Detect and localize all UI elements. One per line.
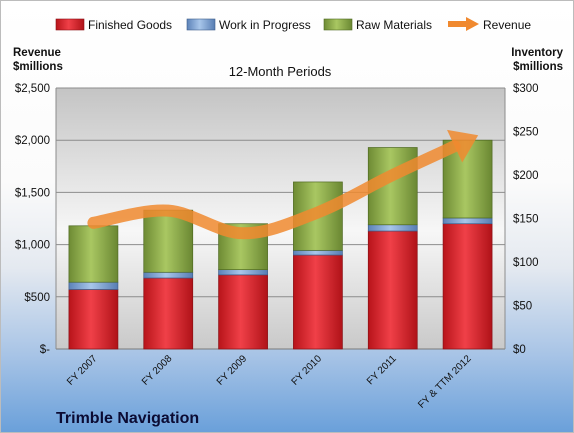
right-axis-ticks: $0 $50 $100 $150 $200 $250 $300 <box>513 83 539 356</box>
bar-work-in-progress <box>218 269 268 276</box>
left-tick-label: $500 <box>24 292 50 304</box>
right-tick-label: $200 <box>513 170 539 182</box>
legend-swatch-work-in-progress <box>186 18 216 31</box>
chart-subtitle: 12-Month Periods <box>229 64 332 79</box>
category-labels: FY 2007 FY 2008 FY 2009 FY 2010 FY 2011 FY & … <box>65 353 474 411</box>
legend-item-work-in-progress: Work in Progress <box>186 18 311 32</box>
revenue-line-group <box>87 129 479 240</box>
bar-finished-goods <box>293 254 343 350</box>
bar-work-in-progress <box>442 217 493 225</box>
category-label: FY 2009 <box>215 353 250 388</box>
category-label: FY & TTM 2012 <box>416 353 474 411</box>
right-tick-label: $300 <box>513 83 539 95</box>
legend: Finished Goods Work in Progress Raw Mate… <box>55 17 531 32</box>
revenue-arrowhead <box>447 129 479 163</box>
bar-work-in-progress <box>293 249 343 256</box>
legend-arrowhead-revenue <box>466 17 479 31</box>
left-axis-title-line1: Revenue <box>13 47 61 59</box>
left-axis-ticks: $- $500 $1,000 $1,500 $2,000 $2,500 <box>15 83 50 356</box>
bar-work-in-progress <box>143 271 194 279</box>
legend-item-revenue: Revenue <box>448 17 531 32</box>
left-tick-label: $2,000 <box>15 135 50 147</box>
left-tick-label: $1,000 <box>15 240 50 252</box>
left-tick-label: $2,500 <box>15 83 50 95</box>
bar-raw-materials <box>68 225 119 283</box>
category-label: FY 2011 <box>365 353 399 387</box>
left-tick-label: $- <box>40 344 50 356</box>
legend-item-raw-materials: Raw Materials <box>323 18 432 32</box>
bar-work-in-progress <box>367 224 418 232</box>
left-axis-title-line2: $millions <box>13 61 63 73</box>
right-axis-title-line2: $millions <box>513 61 563 73</box>
legend-swatch-finished-goods <box>55 18 85 31</box>
legend-item-finished-goods: Finished Goods <box>55 18 172 32</box>
company-name: Trimble Navigation <box>56 410 199 427</box>
bar-finished-goods <box>442 223 493 350</box>
right-tick-label: $150 <box>513 214 539 226</box>
category-label: FY 2008 <box>140 353 175 388</box>
gridlines <box>55 87 506 350</box>
bar-finished-goods <box>367 230 418 350</box>
bar-finished-goods <box>68 289 119 350</box>
right-tick-label: $0 <box>513 344 526 356</box>
legend-label-finished-goods: Finished Goods <box>88 18 172 32</box>
bar-work-in-progress <box>68 281 119 290</box>
left-tick-label: $1,500 <box>15 187 50 199</box>
bar-finished-goods <box>218 274 268 350</box>
right-tick-label: $100 <box>513 257 539 269</box>
category-label: FY 2010 <box>290 353 325 388</box>
legend-label-raw-materials: Raw Materials <box>356 18 432 32</box>
right-tick-label: $50 <box>513 301 532 313</box>
legend-label-work-in-progress: Work in Progress <box>219 18 311 32</box>
right-axis-title-line1: Inventory <box>511 47 563 59</box>
right-tick-label: $250 <box>513 127 539 139</box>
legend-swatch-raw-materials <box>323 18 353 31</box>
legend-label-revenue: Revenue <box>483 18 531 32</box>
revenue-line <box>87 140 461 240</box>
category-label: FY 2007 <box>65 353 100 388</box>
bar-finished-goods <box>143 277 194 350</box>
